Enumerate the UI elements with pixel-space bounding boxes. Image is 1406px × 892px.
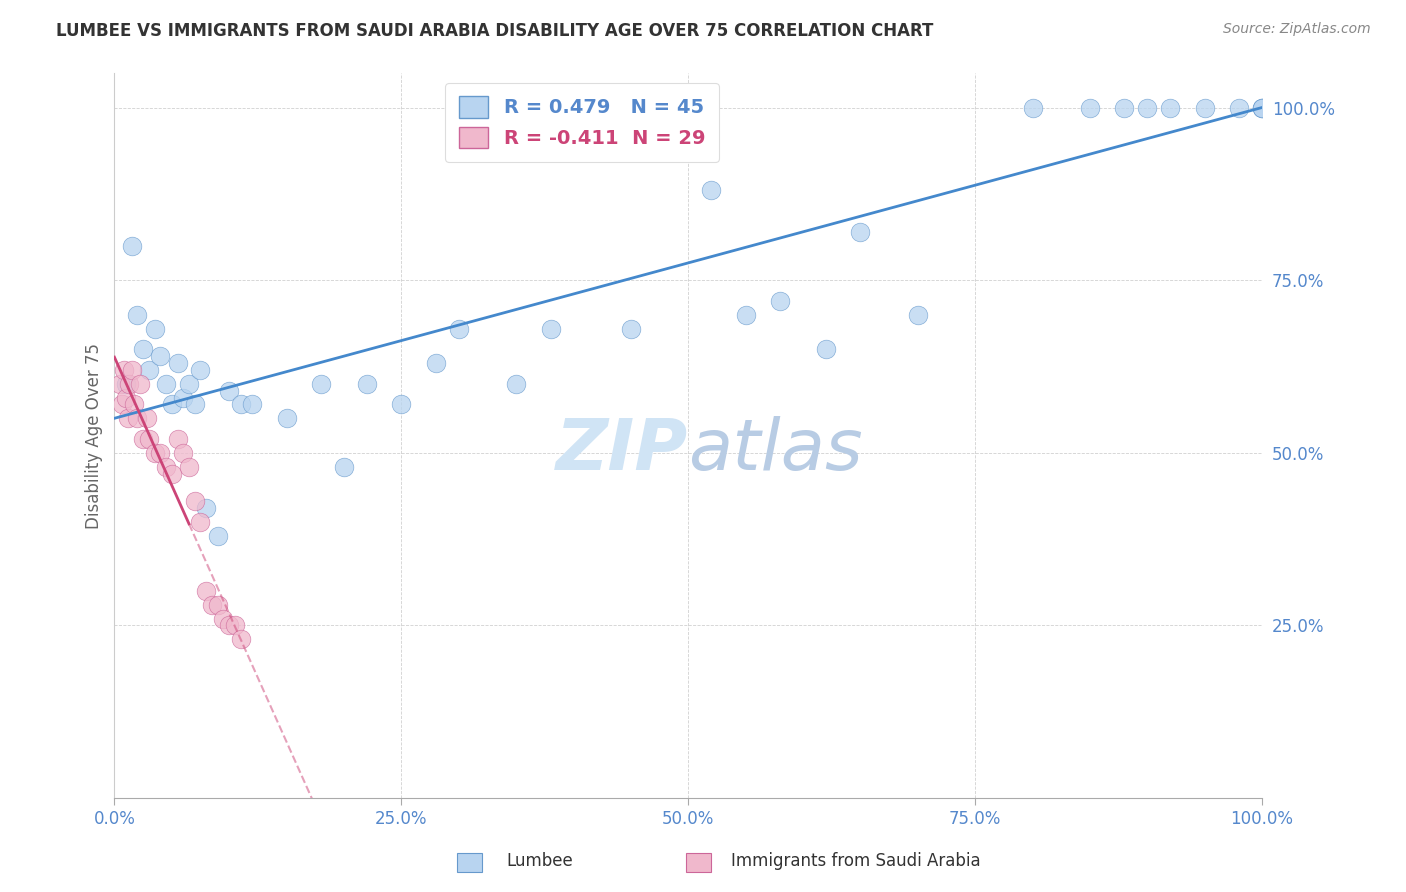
Point: [177, 376, 200, 391]
Point: [207, 529, 229, 543]
Point: [309, 376, 332, 391]
Point: [160, 467, 183, 481]
Point: [127, 411, 149, 425]
Point: [333, 459, 356, 474]
Point: [112, 363, 135, 377]
Point: [447, 321, 470, 335]
Point: [1159, 101, 1181, 115]
Point: [734, 308, 756, 322]
Point: [122, 397, 145, 411]
Point: [1227, 101, 1250, 115]
Point: [115, 391, 138, 405]
Text: Immigrants from Saudi Arabia: Immigrants from Saudi Arabia: [731, 852, 981, 870]
Point: [224, 618, 246, 632]
Point: [132, 343, 155, 357]
Point: [389, 397, 412, 411]
Point: [118, 376, 141, 391]
Point: [127, 308, 149, 322]
Point: [1251, 101, 1274, 115]
Point: [108, 376, 131, 391]
Point: [1021, 101, 1043, 115]
Point: [190, 515, 212, 529]
Point: [207, 598, 229, 612]
Point: [240, 397, 263, 411]
Point: [276, 411, 298, 425]
Text: ZIP: ZIP: [555, 416, 688, 484]
Point: [172, 446, 194, 460]
Text: LUMBEE VS IMMIGRANTS FROM SAUDI ARABIA DISABILITY AGE OVER 75 CORRELATION CHART: LUMBEE VS IMMIGRANTS FROM SAUDI ARABIA D…: [56, 22, 934, 40]
Point: [505, 376, 527, 391]
Point: [229, 397, 252, 411]
Point: [195, 583, 218, 598]
Text: atlas: atlas: [688, 416, 863, 484]
Point: [540, 321, 562, 335]
Point: [138, 432, 160, 446]
Point: [769, 293, 792, 308]
Point: [184, 494, 207, 508]
Point: [1136, 101, 1159, 115]
Point: [160, 397, 183, 411]
Point: [229, 632, 252, 647]
Legend: R = 0.479   N = 45, R = -0.411  N = 29: R = 0.479 N = 45, R = -0.411 N = 29: [446, 83, 718, 162]
Point: [907, 308, 929, 322]
Point: [172, 391, 194, 405]
Point: [700, 183, 723, 197]
Point: [155, 376, 177, 391]
Point: [1251, 101, 1274, 115]
Point: [218, 618, 240, 632]
Point: [620, 321, 643, 335]
Point: [121, 238, 143, 252]
Point: [117, 411, 139, 425]
Point: [149, 349, 172, 363]
Point: [128, 376, 150, 391]
Point: [143, 446, 166, 460]
Text: Lumbee: Lumbee: [506, 852, 572, 870]
Point: [195, 501, 218, 516]
Point: [135, 411, 157, 425]
Point: [184, 397, 207, 411]
Point: [149, 446, 172, 460]
Point: [425, 356, 447, 370]
Point: [1251, 101, 1274, 115]
Point: [356, 376, 378, 391]
Point: [190, 363, 212, 377]
Point: [166, 432, 188, 446]
Point: [155, 459, 177, 474]
Point: [218, 384, 240, 398]
Text: Source: ZipAtlas.com: Source: ZipAtlas.com: [1223, 22, 1371, 37]
Point: [1194, 101, 1216, 115]
Point: [166, 356, 188, 370]
Y-axis label: Disability Age Over 75: Disability Age Over 75: [86, 343, 103, 529]
Point: [138, 363, 160, 377]
Point: [121, 363, 143, 377]
Point: [177, 459, 200, 474]
Point: [111, 397, 134, 411]
Point: [814, 343, 837, 357]
Point: [201, 598, 224, 612]
Point: [115, 376, 138, 391]
Point: [212, 611, 235, 625]
Point: [1078, 101, 1101, 115]
Point: [143, 321, 166, 335]
Point: [849, 225, 872, 239]
Point: [132, 432, 155, 446]
Point: [1114, 101, 1136, 115]
